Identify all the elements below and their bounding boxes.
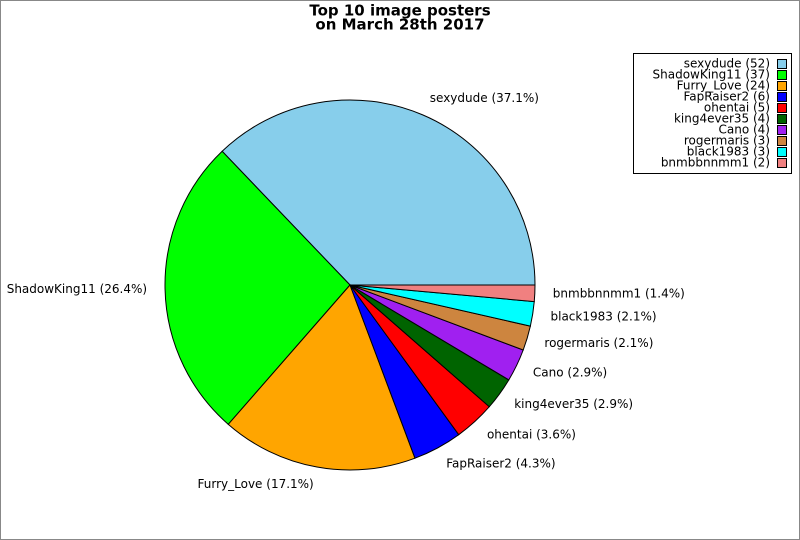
slice-label: Furry_Love (17.1%) — [198, 477, 314, 491]
legend-label: FapRaiser2 (6) — [683, 90, 770, 104]
legend-swatch — [777, 114, 787, 124]
legend-swatch — [777, 136, 787, 146]
pie-slice — [227, 284, 416, 471]
legend-swatch — [777, 147, 787, 157]
slice-label: ohentai (3.6%) — [487, 427, 576, 441]
chart-title: Top 10 image posters — [309, 2, 490, 20]
slice-label: Cano (2.9%) — [533, 366, 607, 380]
slice-label: ShadowKing11 (26.4%) — [7, 282, 147, 296]
legend-label: rogermaris (3) — [684, 134, 770, 148]
chart-title: on March 28th 2017 — [315, 16, 484, 34]
legend-swatch — [777, 125, 787, 135]
slice-label: rogermaris (2.1%) — [544, 336, 653, 350]
legend-label: Furry_Love (24) — [677, 79, 770, 93]
legend-swatch — [777, 92, 787, 102]
slice-label: bnmbbnnmm1 (1.4%) — [553, 287, 685, 301]
legend-swatch — [777, 70, 787, 80]
slice-label: sexydude (37.1%) — [430, 91, 539, 105]
pie-slice — [221, 99, 536, 286]
legend-label: ShadowKing11 (37) — [653, 68, 771, 82]
slice-label: FapRaiser2 (4.3%) — [446, 456, 555, 470]
slice-label: black1983 (2.1%) — [551, 309, 657, 323]
legend-box — [633, 53, 792, 174]
legend-label: Cano (4) — [719, 123, 771, 137]
legend-swatch — [777, 103, 787, 113]
legend-label: black1983 (3) — [687, 145, 770, 159]
legend-swatch — [777, 59, 787, 69]
pie-slice — [349, 284, 536, 303]
legend-swatch — [777, 158, 787, 168]
legend-label: sexydude (52) — [684, 57, 770, 71]
legend-swatch — [777, 81, 787, 91]
slice-label: king4ever35 (2.9%) — [514, 397, 633, 411]
legend-label: king4ever35 (4) — [674, 112, 770, 126]
legend-label: bnmbbnnmm1 (2) — [661, 156, 770, 170]
legend-label: ohentai (5) — [704, 101, 770, 115]
pie-slice — [164, 150, 351, 426]
